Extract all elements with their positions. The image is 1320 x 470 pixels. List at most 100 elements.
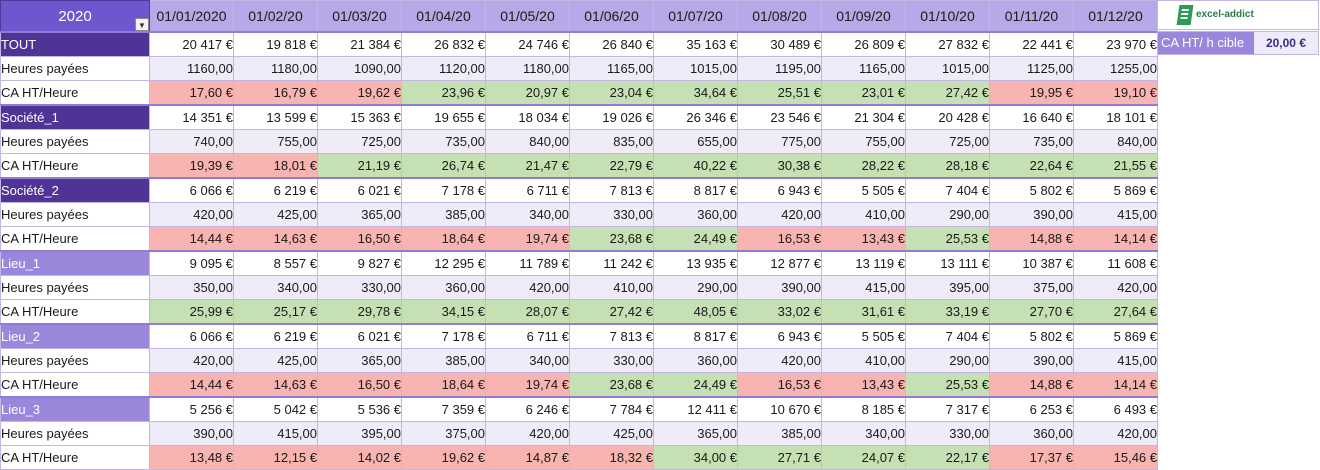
ratio-cell[interactable]: 25,17 € (233, 299, 318, 325)
ratio-cell[interactable]: 14,88 € (989, 372, 1074, 398)
ratio-cell[interactable]: 16,50 € (317, 372, 402, 398)
revenue-cell[interactable]: 11 789 € (485, 250, 570, 276)
hours-cell[interactable]: 410,00 (569, 275, 654, 300)
revenue-cell[interactable]: 8 817 € (653, 323, 738, 349)
revenue-cell[interactable]: 5 869 € (1073, 323, 1158, 349)
hours-cell[interactable]: 1015,00 (653, 56, 738, 81)
ratio-cell[interactable]: 16,53 € (737, 372, 822, 398)
ratio-cell[interactable]: 16,50 € (317, 226, 402, 252)
hours-cell[interactable]: 420,00 (485, 275, 570, 300)
hours-cell[interactable]: 390,00 (149, 421, 234, 446)
hours-cell[interactable]: 1015,00 (905, 56, 990, 81)
hours-cell[interactable]: 725,00 (905, 129, 990, 154)
revenue-cell[interactable]: 9 827 € (317, 250, 402, 276)
ratio-cell[interactable]: 18,32 € (569, 445, 654, 470)
hours-cell[interactable]: 330,00 (905, 421, 990, 446)
hours-cell[interactable]: 1180,00 (233, 56, 318, 81)
revenue-cell[interactable]: 7 317 € (905, 396, 990, 422)
ratio-cell[interactable]: 17,60 € (149, 80, 234, 106)
revenue-cell[interactable]: 35 163 € (653, 31, 738, 57)
hours-cell[interactable]: 365,00 (317, 348, 402, 373)
revenue-cell[interactable]: 5 802 € (989, 323, 1074, 349)
ratio-cell[interactable]: 34,00 € (653, 445, 738, 470)
hours-cell[interactable]: 390,00 (989, 202, 1074, 227)
hours-cell[interactable]: 360,00 (653, 348, 738, 373)
revenue-cell[interactable]: 21 384 € (317, 31, 402, 57)
hours-cell[interactable]: 1195,00 (737, 56, 822, 81)
hours-cell[interactable]: 340,00 (233, 275, 318, 300)
revenue-cell[interactable]: 10 387 € (989, 250, 1074, 276)
hours-cell[interactable]: 425,00 (233, 202, 318, 227)
revenue-cell[interactable]: 6 943 € (737, 177, 822, 203)
revenue-cell[interactable]: 5 256 € (149, 396, 234, 422)
revenue-cell[interactable]: 7 404 € (905, 177, 990, 203)
ratio-cell[interactable]: 21,47 € (485, 153, 570, 179)
hours-cell[interactable]: 390,00 (989, 348, 1074, 373)
ratio-cell[interactable]: 21,55 € (1073, 153, 1158, 179)
ratio-cell[interactable]: 23,04 € (569, 80, 654, 106)
hours-cell[interactable]: 755,00 (233, 129, 318, 154)
revenue-cell[interactable]: 23 970 € (1073, 31, 1158, 57)
hours-cell[interactable]: 375,00 (989, 275, 1074, 300)
ratio-cell[interactable]: 19,95 € (989, 80, 1074, 106)
hours-cell[interactable]: 395,00 (905, 275, 990, 300)
ratio-cell[interactable]: 16,53 € (737, 226, 822, 252)
hours-cell[interactable]: 420,00 (485, 421, 570, 446)
revenue-cell[interactable]: 5 536 € (317, 396, 402, 422)
ratio-cell[interactable]: 29,78 € (317, 299, 402, 325)
ratio-cell[interactable]: 24,49 € (653, 226, 738, 252)
ratio-cell[interactable]: 25,53 € (905, 226, 990, 252)
ratio-cell[interactable]: 14,87 € (485, 445, 570, 470)
hours-cell[interactable]: 840,00 (485, 129, 570, 154)
hours-cell[interactable]: 340,00 (485, 202, 570, 227)
ratio-cell[interactable]: 15,46 € (1073, 445, 1158, 470)
revenue-cell[interactable]: 13 935 € (653, 250, 738, 276)
revenue-cell[interactable]: 6 253 € (989, 396, 1074, 422)
ratio-cell[interactable]: 19,39 € (149, 153, 234, 179)
revenue-cell[interactable]: 5 042 € (233, 396, 318, 422)
ratio-cell[interactable]: 14,88 € (989, 226, 1074, 252)
revenue-cell[interactable]: 26 346 € (653, 104, 738, 130)
ratio-cell[interactable]: 34,64 € (653, 80, 738, 106)
revenue-cell[interactable]: 24 746 € (485, 31, 570, 57)
ratio-cell[interactable]: 33,02 € (737, 299, 822, 325)
hours-cell[interactable]: 1120,00 (401, 56, 486, 81)
revenue-cell[interactable]: 18 034 € (485, 104, 570, 130)
ratio-cell[interactable]: 34,15 € (401, 299, 486, 325)
revenue-cell[interactable]: 14 351 € (149, 104, 234, 130)
hours-cell[interactable]: 840,00 (1073, 129, 1158, 154)
hours-cell[interactable]: 385,00 (401, 348, 486, 373)
hours-cell[interactable]: 835,00 (569, 129, 654, 154)
hours-cell[interactable]: 725,00 (317, 129, 402, 154)
revenue-cell[interactable]: 30 489 € (737, 31, 822, 57)
revenue-cell[interactable]: 5 505 € (821, 323, 906, 349)
revenue-cell[interactable]: 22 441 € (989, 31, 1074, 57)
hours-cell[interactable]: 420,00 (1073, 421, 1158, 446)
revenue-cell[interactable]: 12 877 € (737, 250, 822, 276)
revenue-cell[interactable]: 26 809 € (821, 31, 906, 57)
ratio-cell[interactable]: 16,79 € (233, 80, 318, 106)
hours-cell[interactable]: 740,00 (149, 129, 234, 154)
revenue-cell[interactable]: 7 784 € (569, 396, 654, 422)
hours-cell[interactable]: 775,00 (737, 129, 822, 154)
ratio-cell[interactable]: 25,53 € (905, 372, 990, 398)
revenue-cell[interactable]: 6 066 € (149, 177, 234, 203)
revenue-cell[interactable]: 15 363 € (317, 104, 402, 130)
revenue-cell[interactable]: 7 359 € (401, 396, 486, 422)
ratio-cell[interactable]: 14,63 € (233, 226, 318, 252)
hours-cell[interactable]: 360,00 (989, 421, 1074, 446)
revenue-cell[interactable]: 13 111 € (905, 250, 990, 276)
ratio-cell[interactable]: 19,10 € (1073, 80, 1158, 106)
revenue-cell[interactable]: 5 505 € (821, 177, 906, 203)
revenue-cell[interactable]: 5 869 € (1073, 177, 1158, 203)
ratio-cell[interactable]: 13,43 € (821, 226, 906, 252)
hours-cell[interactable]: 365,00 (317, 202, 402, 227)
revenue-cell[interactable]: 13 119 € (821, 250, 906, 276)
revenue-cell[interactable]: 10 670 € (737, 396, 822, 422)
target-value[interactable]: 20,00 € (1254, 32, 1318, 54)
hours-cell[interactable]: 415,00 (233, 421, 318, 446)
hours-cell[interactable]: 420,00 (737, 202, 822, 227)
revenue-cell[interactable]: 19 818 € (233, 31, 318, 57)
ratio-cell[interactable]: 13,48 € (149, 445, 234, 470)
revenue-cell[interactable]: 8 185 € (821, 396, 906, 422)
